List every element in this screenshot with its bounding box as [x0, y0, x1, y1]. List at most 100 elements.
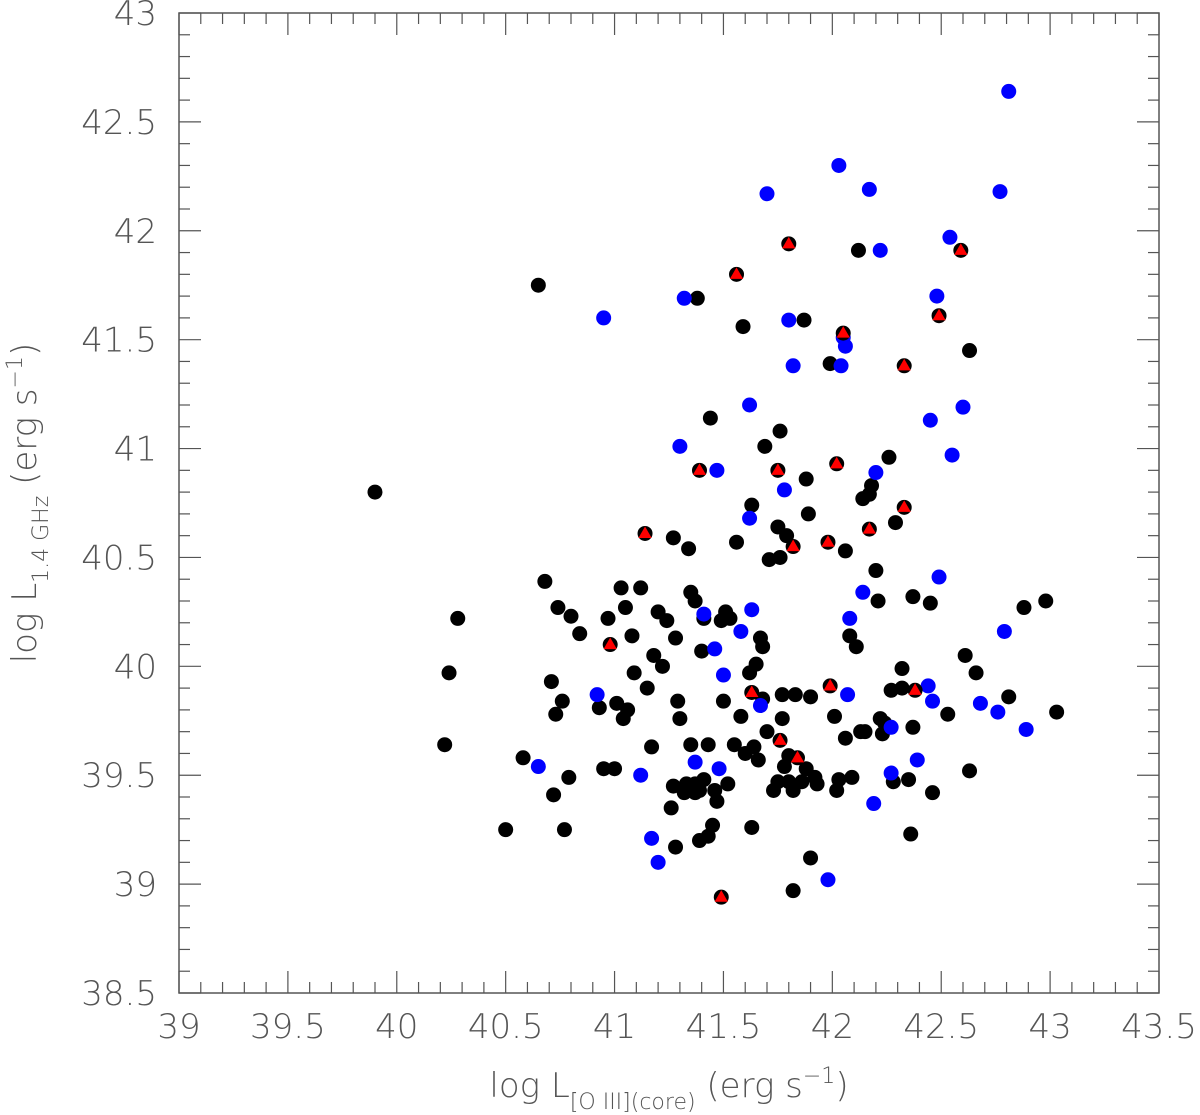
data-point-circle: [733, 708, 749, 724]
data-point-circle: [687, 593, 703, 609]
data-point-circle: [742, 510, 758, 526]
x-tick-label: 41: [593, 1007, 636, 1047]
x-tick-label: 42: [811, 1007, 854, 1047]
data-point-circle: [903, 826, 919, 842]
data-point-circle: [596, 310, 612, 326]
data-point-circle: [687, 754, 703, 770]
data-point-circle: [644, 830, 660, 846]
data-point-triangle: [862, 522, 877, 534]
data-point-circle: [750, 752, 766, 768]
data-point-circle: [774, 687, 790, 703]
data-point-circle: [624, 628, 640, 644]
data-point-circle: [744, 819, 760, 835]
data-point-circle: [901, 772, 917, 788]
data-point-triangle: [830, 456, 844, 469]
y-tick-labels: 38.5 39 39.5 40 40.5 41 41.5 42 42.5 43: [81, 0, 157, 1014]
data-point-circle: [537, 573, 553, 589]
data-point-circle: [748, 656, 764, 672]
data-point-circle: [770, 774, 786, 790]
data-point-circle: [883, 765, 899, 781]
data-point-circle: [787, 687, 803, 703]
data-point-triangle: [954, 243, 968, 255]
data-points: [367, 83, 1065, 905]
data-point-circle: [498, 822, 514, 838]
data-point-circle: [996, 623, 1012, 639]
data-point-triangle: [729, 267, 744, 279]
data-point-circle: [654, 658, 670, 674]
data-point-circle: [831, 772, 847, 788]
data-point-circle: [530, 277, 546, 293]
data-point-circle: [530, 759, 546, 775]
data-point-circle: [848, 639, 864, 655]
data-point-circle: [450, 610, 466, 626]
data-point-circle: [837, 730, 853, 746]
data-point-triangle: [823, 678, 837, 691]
data-point-circle: [922, 595, 938, 611]
data-point-circle: [837, 338, 853, 354]
data-point-circle: [650, 854, 666, 870]
data-point-circle: [772, 549, 788, 565]
data-point-circle: [515, 750, 531, 766]
data-point-circle: [909, 752, 925, 768]
data-point-circle: [990, 704, 1006, 720]
data-point-circle: [744, 497, 760, 513]
data-point-circle: [781, 312, 797, 328]
data-point-circle: [785, 358, 801, 374]
y-tick-label: 42.5: [81, 103, 157, 143]
data-point-circle: [437, 737, 453, 753]
data-point-circle: [700, 737, 716, 753]
data-point-circle: [944, 447, 960, 463]
data-point-circle: [572, 626, 588, 642]
data-point-circle: [563, 608, 579, 624]
data-point-circle: [755, 639, 771, 655]
data-point-circle: [733, 623, 749, 639]
x-tick-labels: 39 39.5 40 40.5 41 41.5 42 42.5 43 43.5: [157, 1007, 1196, 1047]
data-point-circle: [850, 242, 866, 258]
data-point-circle: [942, 229, 958, 245]
data-point-circle: [925, 693, 941, 709]
data-point-triangle: [714, 890, 728, 902]
data-point-circle: [962, 343, 978, 359]
data-point-circle: [887, 515, 903, 531]
data-point-triangle: [771, 463, 785, 475]
axis-ticks: [178, 12, 1160, 994]
y-tick-label: 42: [114, 212, 157, 252]
data-point-circle: [589, 687, 605, 703]
data-point-circle: [596, 761, 612, 777]
data-point-circle: [607, 761, 623, 777]
y-tick-label: 41.5: [81, 321, 157, 361]
data-point-circle: [694, 643, 710, 659]
data-point-circle: [833, 358, 849, 374]
data-point-circle: [803, 689, 819, 705]
data-point-circle: [742, 397, 758, 413]
data-point-triangle: [773, 733, 787, 745]
data-point-circle: [1001, 689, 1017, 705]
data-point-circle: [800, 506, 816, 522]
data-point-circle: [681, 541, 697, 557]
data-point-circle: [803, 850, 819, 866]
data-point-circle: [729, 534, 745, 550]
x-tick-label: 40: [375, 1007, 418, 1047]
data-point-circle: [613, 580, 629, 596]
data-point-circle: [905, 719, 921, 735]
data-point-circle: [870, 593, 886, 609]
data-point-circle: [676, 290, 692, 306]
data-point-circle: [646, 647, 662, 663]
x-tick-label: 40.5: [468, 1007, 544, 1047]
data-point-circle: [668, 630, 684, 646]
data-point-circle: [776, 482, 792, 498]
y-tick-label: 40: [114, 647, 157, 687]
data-point-circle: [1038, 593, 1054, 609]
data-point-circle: [794, 774, 810, 790]
data-point-circle: [726, 737, 742, 753]
x-tick-label: 41.5: [686, 1007, 762, 1047]
data-point-circle: [785, 883, 801, 899]
data-point-circle: [561, 769, 577, 785]
data-point-circle: [759, 186, 775, 202]
data-point-circle: [546, 787, 562, 803]
y-axis-label: log L1.4 GHz (erg s−1): [3, 343, 54, 664]
data-point-circle: [633, 580, 649, 596]
data-point-circle: [866, 796, 882, 812]
data-point-circle: [696, 772, 712, 788]
data-point-circle: [696, 606, 712, 622]
